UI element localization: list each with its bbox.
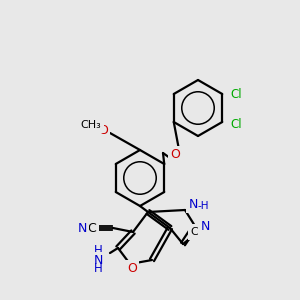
Text: H: H [94, 244, 102, 257]
Text: -H: -H [198, 201, 209, 211]
Text: H: H [94, 262, 102, 275]
Text: O: O [170, 148, 180, 161]
Text: N: N [93, 254, 103, 266]
Text: O: O [98, 124, 108, 136]
Text: O: O [127, 262, 137, 275]
Text: CH₃: CH₃ [81, 120, 101, 130]
Text: C: C [88, 221, 96, 235]
Text: N: N [77, 221, 87, 235]
Text: CH₃: CH₃ [190, 227, 212, 237]
Text: N: N [200, 220, 210, 233]
Text: Cl: Cl [230, 118, 242, 130]
Text: Cl: Cl [230, 88, 242, 100]
Text: N: N [188, 197, 198, 211]
